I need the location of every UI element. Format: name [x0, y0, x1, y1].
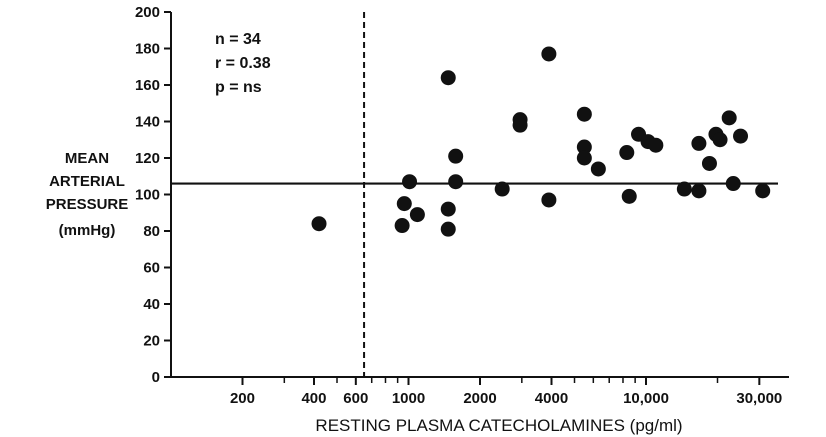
- reference-lines: [171, 12, 778, 377]
- y-tick-label: 100: [135, 187, 160, 204]
- data-point: [691, 135, 707, 151]
- x-tick-label: 4000: [535, 390, 568, 407]
- y-tick-label: 80: [143, 223, 160, 240]
- data-point: [402, 174, 418, 190]
- data-point: [621, 188, 637, 204]
- x-tick-label: 2000: [463, 390, 496, 407]
- data-point: [394, 218, 410, 234]
- y-tick-label: 60: [143, 260, 160, 277]
- data-point: [311, 216, 327, 232]
- data-point: [733, 128, 749, 144]
- y-tick-label: 180: [135, 41, 160, 58]
- x-tick-label: 30,000: [736, 390, 782, 407]
- y-tick-label: 200: [135, 4, 160, 21]
- data-point: [590, 161, 606, 177]
- y-tick-label: 120: [135, 150, 160, 167]
- data-point: [396, 196, 412, 212]
- y-tick-label: 160: [135, 77, 160, 94]
- x-tick-label: 400: [301, 390, 326, 407]
- data-point: [676, 181, 692, 197]
- x-tick-label: 600: [343, 390, 368, 407]
- data-point: [512, 117, 528, 133]
- y-tick-label: 140: [135, 114, 160, 131]
- data-point: [701, 155, 717, 171]
- data-point: [440, 70, 456, 86]
- stat-n: n = 34: [215, 31, 261, 48]
- stat-p: p = ns: [215, 79, 262, 96]
- x-axis-title: RESTING PLASMA CATECHOLAMINES (pg/ml): [315, 416, 682, 435]
- data-point: [448, 174, 464, 190]
- y-tick-label: 40: [143, 296, 160, 313]
- y-tick-label: 20: [143, 333, 160, 350]
- data-point: [440, 221, 456, 237]
- data-point: [576, 150, 592, 166]
- data-point: [721, 110, 737, 126]
- data-point: [619, 145, 635, 161]
- y-axis-ticks: 0 20 40 60 80 100 120 140 160 180 200: [135, 4, 171, 386]
- y-axis-title: MEAN ARTERIAL PRESSURE (mmHg): [46, 150, 129, 239]
- data-points: [311, 46, 771, 237]
- data-point: [409, 207, 425, 223]
- data-point: [755, 183, 771, 199]
- data-point: [541, 192, 557, 208]
- y-tick-label: 0: [152, 369, 160, 386]
- data-point: [576, 139, 592, 155]
- data-point: [691, 183, 707, 199]
- stat-r: r = 0.38: [215, 55, 271, 72]
- x-tick-label: 200: [230, 390, 255, 407]
- data-point: [725, 176, 741, 192]
- data-point: [648, 137, 664, 153]
- data-point: [576, 106, 592, 122]
- x-axis-ticks: 200 400 600 1000 2000 4000 10,000 30,000: [230, 377, 782, 407]
- y-axis-title-line: ARTERIAL: [49, 173, 125, 190]
- y-axis-title-line: (mmHg): [59, 222, 116, 239]
- y-axis-title-line: MEAN: [65, 150, 109, 167]
- data-point: [440, 201, 456, 217]
- data-point: [541, 46, 557, 62]
- x-tick-label: 10,000: [623, 390, 669, 407]
- data-point: [494, 181, 510, 197]
- y-axis-title-line: PRESSURE: [46, 196, 129, 213]
- data-point: [448, 148, 464, 164]
- x-tick-label: 1000: [392, 390, 425, 407]
- data-point: [712, 132, 728, 148]
- stats-annotation: n = 34 r = 0.38 p = ns: [215, 31, 271, 96]
